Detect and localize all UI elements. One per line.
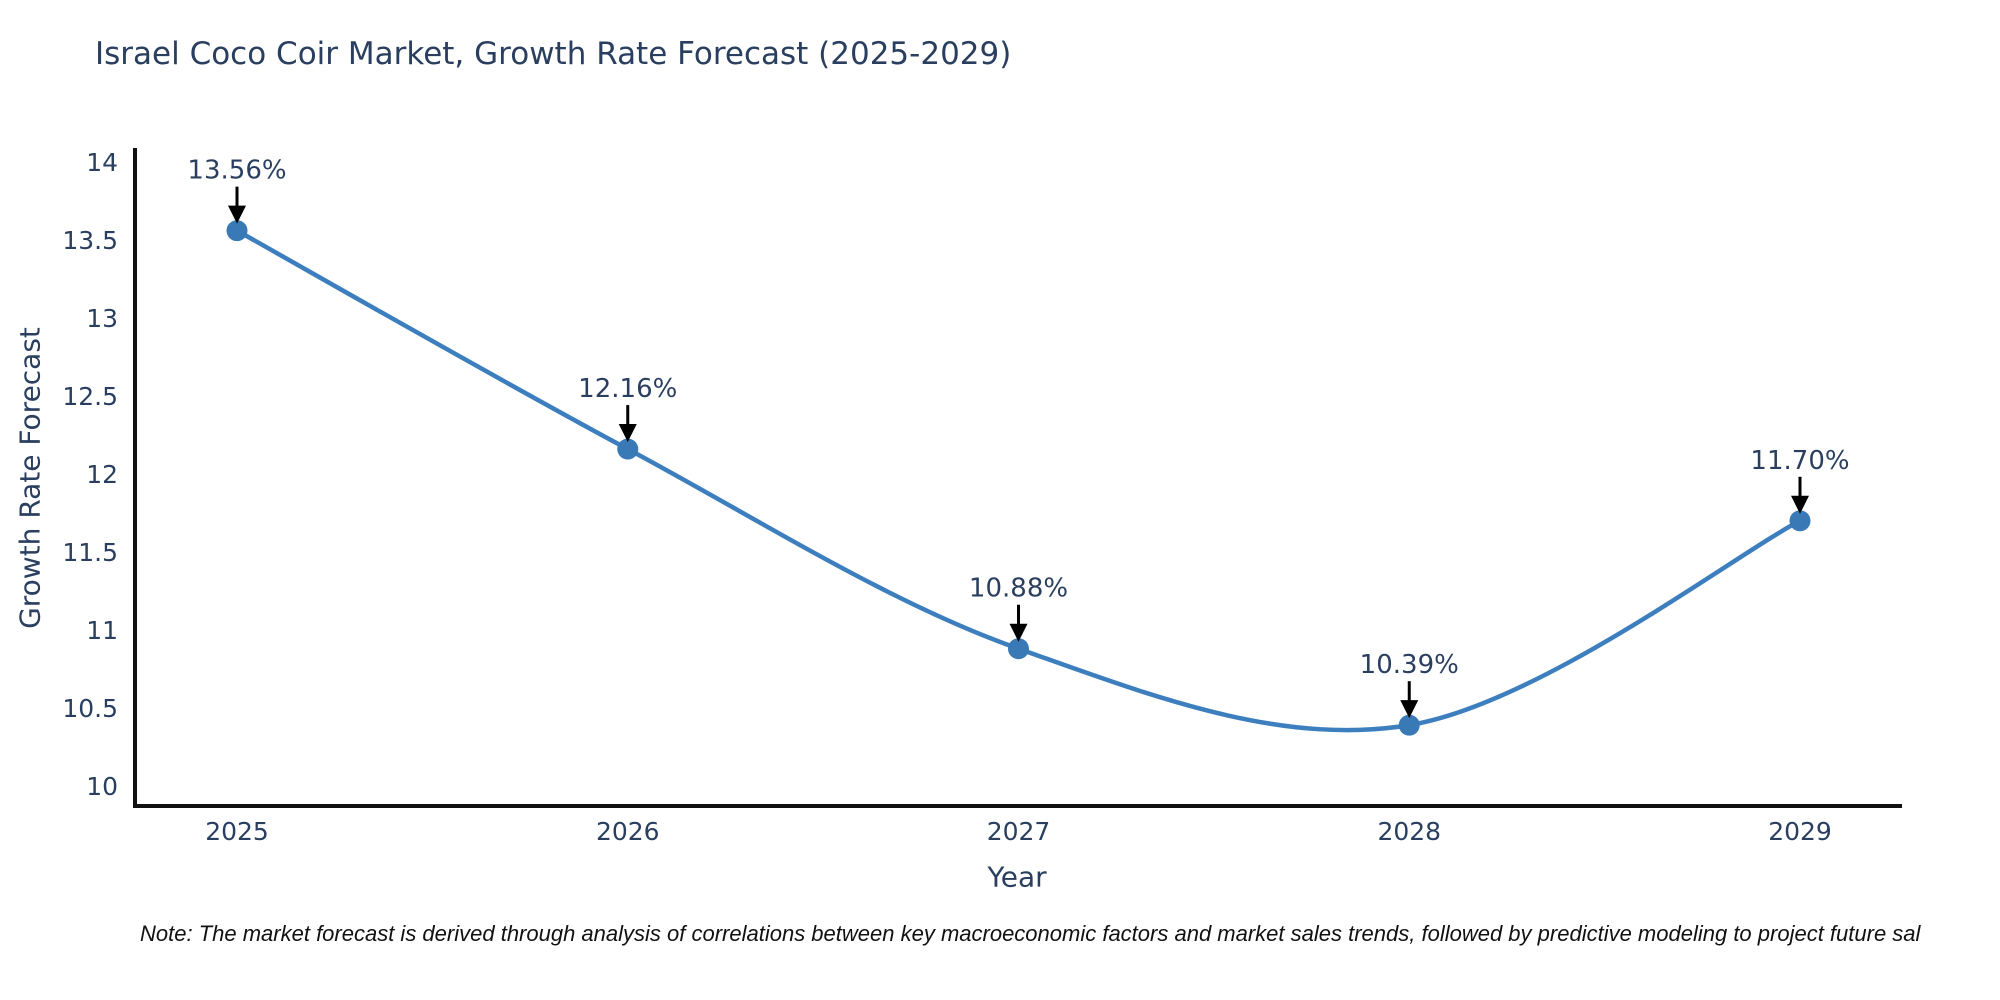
annotation-arrowhead <box>618 424 637 443</box>
y-tick-label: 11.5 <box>62 538 118 567</box>
x-tick-label: 2029 <box>1768 817 1832 846</box>
y-axis-title: Growth Rate Forecast <box>13 327 47 629</box>
y-tick-label: 10.5 <box>62 694 118 723</box>
annotation-arrowhead <box>1400 700 1419 719</box>
y-tick-label: 11 <box>86 616 118 645</box>
point-annotation: 13.56% <box>187 156 286 186</box>
y-tick-label: 14 <box>86 148 118 177</box>
point-annotation: 11.70% <box>1750 446 1849 476</box>
y-tick-label: 12 <box>86 460 118 489</box>
x-tick-label: 2027 <box>987 817 1051 846</box>
x-tick-label: 2025 <box>205 817 269 846</box>
annotation-arrowhead <box>1791 495 1809 514</box>
y-tick-label: 12.5 <box>62 382 118 411</box>
x-axis-title: Year <box>987 860 1047 894</box>
y-tick-label: 13.5 <box>62 226 118 255</box>
annotation-arrowhead <box>228 205 246 224</box>
footnote: Note: The market forecast is derived thr… <box>140 921 1921 946</box>
data-point-marker <box>1398 714 1420 736</box>
x-tick-label: 2028 <box>1377 817 1441 846</box>
data-point-marker <box>226 220 248 242</box>
data-point-marker <box>1008 638 1029 660</box>
y-tick-label: 10 <box>86 772 118 801</box>
point-annotation: 10.88% <box>969 574 1068 604</box>
data-point-marker <box>1789 510 1811 532</box>
y-tick-label: 13 <box>86 304 118 333</box>
point-annotation: 10.39% <box>1360 650 1459 680</box>
point-annotation: 12.16% <box>578 374 677 404</box>
chart-title: Israel Coco Coir Market, Growth Rate For… <box>95 36 1012 72</box>
x-tick-label: 2026 <box>596 817 660 846</box>
data-point-marker <box>617 438 639 460</box>
annotation-arrowhead <box>1009 623 1028 642</box>
